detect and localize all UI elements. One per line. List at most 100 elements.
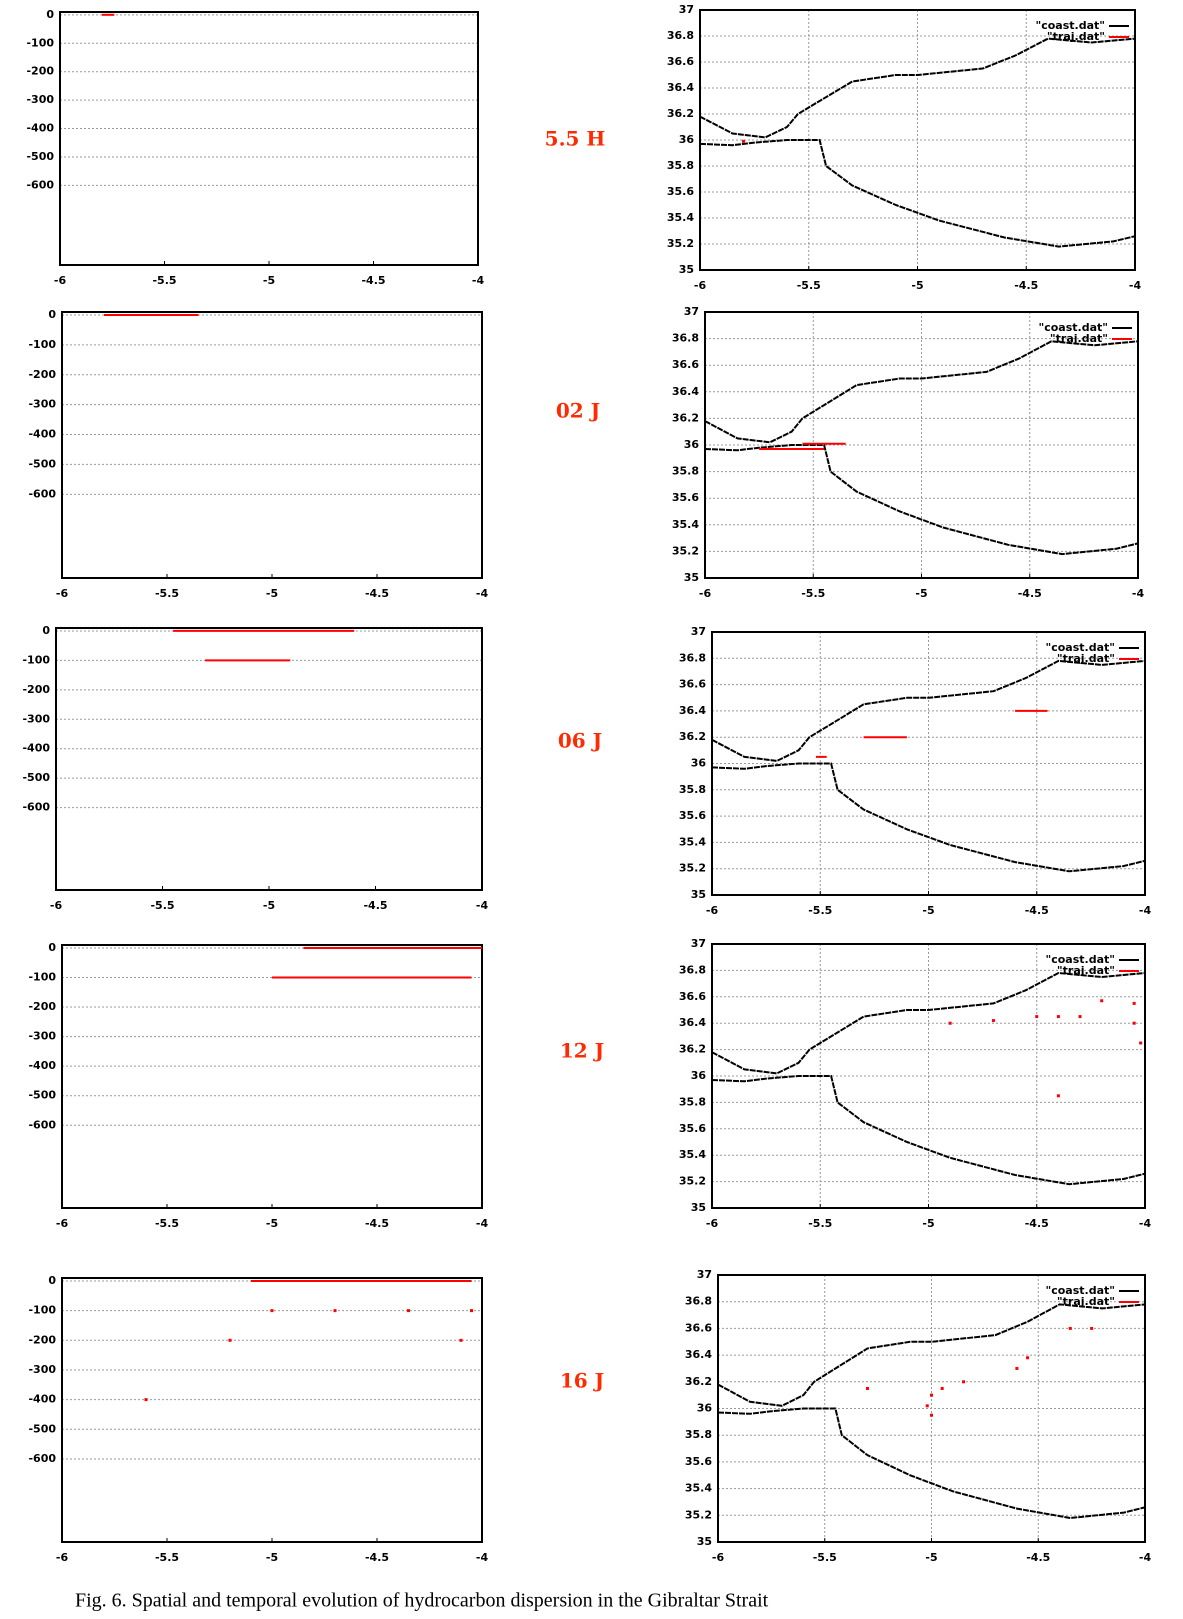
plot-frame <box>55 627 483 891</box>
x-tick-label: -4 <box>1139 904 1152 917</box>
x-tick-label: -4.5 <box>365 587 389 600</box>
x-tick-label: -4.5 <box>1025 1217 1049 1230</box>
y-tick-label: 36.8 <box>672 332 699 345</box>
y-tick-label: -600 <box>26 178 54 191</box>
data-point <box>930 1413 933 1417</box>
y-tick-label: 36.2 <box>672 411 699 424</box>
row-label: 02 J <box>556 399 600 423</box>
x-tick-label: -5.5 <box>152 274 176 287</box>
data-point <box>1056 1015 1060 1019</box>
data-point <box>925 1404 929 1408</box>
y-tick-label: 36.6 <box>679 678 706 691</box>
y-tick-label: -500 <box>28 1089 56 1102</box>
legend-label: "coast.dat" <box>1038 321 1108 334</box>
data-point <box>1015 1366 1019 1370</box>
x-tick-label: -5.5 <box>155 587 179 600</box>
data-line <box>711 659 1146 873</box>
y-tick-label: -200 <box>28 368 56 381</box>
x-tick-label: -4 <box>476 1217 489 1230</box>
plot-frame <box>61 311 483 579</box>
data-point <box>1035 1015 1039 1019</box>
x-tick-label: -4.5 <box>365 1217 389 1230</box>
y-tick-label: 36.6 <box>679 990 706 1003</box>
x-tick-label: -5 <box>911 279 923 292</box>
y-tick-label: 35.8 <box>667 159 694 172</box>
x-tick-label: -5.5 <box>801 587 825 600</box>
x-tick-label: -4 <box>1139 1217 1152 1230</box>
data-point <box>1132 1001 1136 1005</box>
data-point <box>1068 1326 1072 1330</box>
y-tick-label: -400 <box>28 1059 56 1072</box>
row-label: 16 J <box>560 1369 604 1393</box>
x-tick-label: -4.5 <box>1025 904 1049 917</box>
data-line <box>699 37 1136 248</box>
x-tick-label: -5 <box>915 587 927 600</box>
y-tick-label: 35.2 <box>679 862 706 875</box>
y-tick-label: -500 <box>28 457 56 470</box>
data-line <box>704 340 1139 556</box>
y-tick-label: 36.8 <box>685 1295 712 1308</box>
data-line <box>173 629 355 662</box>
y-tick-label: 35 <box>697 1535 712 1548</box>
y-tick-label: -300 <box>22 712 50 725</box>
data-line <box>815 709 1048 758</box>
x-tick-label: -6 <box>56 587 69 600</box>
data-point <box>228 1338 232 1342</box>
x-tick-label: -4.5 <box>365 1551 389 1564</box>
y-tick-label: -600 <box>28 1452 56 1465</box>
data-point <box>1056 1094 1060 1098</box>
x-tick-label: -4.5 <box>1026 1551 1050 1564</box>
x-tick-label: -4.5 <box>1014 279 1038 292</box>
x-tick-label: -6 <box>50 899 63 912</box>
y-tick-label: 35.2 <box>672 544 699 557</box>
x-tick-label: -5 <box>922 1217 934 1230</box>
y-tick-label: -300 <box>28 1363 56 1376</box>
plot-frame <box>711 631 1146 896</box>
x-tick-label: -4.5 <box>361 274 385 287</box>
row-label: 12 J <box>560 1039 604 1063</box>
x-tick-label: -6 <box>706 904 719 917</box>
y-tick-label: 35.8 <box>672 465 699 478</box>
y-tick-label: -500 <box>26 150 54 163</box>
x-tick-label: -4 <box>476 1551 489 1564</box>
data-point <box>470 1309 473 1313</box>
y-tick-label: 35.4 <box>679 1148 706 1161</box>
y-tick-label: 35.6 <box>685 1455 712 1468</box>
y-tick-label: 35.4 <box>667 211 694 224</box>
data-point <box>742 139 745 143</box>
legend-label: "traj.dat" <box>1050 332 1108 345</box>
data-line <box>717 1303 1146 1520</box>
y-tick-label: 36.2 <box>667 107 694 120</box>
x-tick-label: -5 <box>266 587 278 600</box>
y-tick-label: 36.6 <box>667 55 694 68</box>
data-line <box>272 947 482 979</box>
plot-frame <box>59 11 479 266</box>
y-tick-label: 35.2 <box>667 237 694 250</box>
data-point <box>930 1393 933 1397</box>
x-tick-label: -5 <box>922 904 934 917</box>
data-point <box>865 1386 869 1390</box>
y-tick-label: 35 <box>684 571 699 584</box>
plot-frame <box>61 1277 483 1543</box>
data-point <box>940 1386 944 1390</box>
y-tick-label: -200 <box>26 65 54 78</box>
y-tick-label: -100 <box>28 971 56 984</box>
legend-label: "traj.dat" <box>1047 30 1105 43</box>
y-tick-label: -400 <box>26 122 54 135</box>
legend-label: "coast.dat" <box>1045 641 1115 654</box>
y-tick-label: -200 <box>22 683 50 696</box>
x-tick-label: -5.5 <box>155 1217 179 1230</box>
y-tick-label: -100 <box>26 36 54 49</box>
y-tick-label: 35.4 <box>679 835 706 848</box>
x-tick-label: -5.5 <box>813 1551 837 1564</box>
y-tick-label: -300 <box>26 93 54 106</box>
y-tick-label: -400 <box>28 428 56 441</box>
x-tick-label: -4 <box>476 587 489 600</box>
data-point <box>407 1309 410 1313</box>
x-tick-label: -6 <box>694 279 707 292</box>
x-tick-label: -5 <box>266 1217 278 1230</box>
y-tick-label: 37 <box>691 937 706 950</box>
y-tick-label: 0 <box>42 624 50 637</box>
caption: Fig. 6. Spatial and temporal evolution o… <box>75 1590 769 1612</box>
y-tick-label: -400 <box>28 1393 56 1406</box>
